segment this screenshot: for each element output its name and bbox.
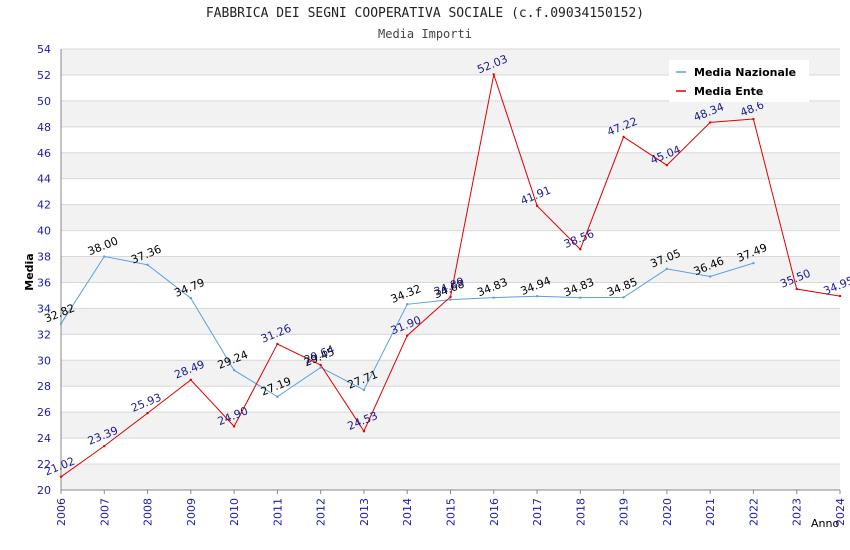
- x-tick-label: 2011: [271, 498, 284, 526]
- x-tick-label: 2016: [488, 498, 501, 526]
- x-tick-label: 2020: [661, 498, 674, 526]
- legend-box: [669, 60, 809, 102]
- grid-band: [61, 412, 840, 439]
- data-point: [103, 255, 106, 258]
- chart-subtitle: Media Importi: [378, 27, 472, 41]
- data-point: [319, 366, 322, 369]
- y-tick-label: 50: [37, 95, 51, 108]
- x-tick-label: 2006: [55, 498, 68, 526]
- y-tick-label: 24: [37, 432, 51, 445]
- data-point: [146, 263, 149, 267]
- data-point: [59, 475, 63, 478]
- x-tick-label: 2015: [445, 498, 458, 526]
- data-point: [406, 303, 409, 306]
- data-point: [189, 378, 193, 382]
- data-point: [276, 395, 279, 398]
- data-point: [708, 275, 712, 278]
- y-tick-label: 20: [37, 484, 51, 497]
- data-label: 25.93: [129, 391, 163, 415]
- grid-band: [61, 100, 840, 127]
- x-tick-label: 2012: [315, 498, 328, 526]
- y-tick-label: 30: [37, 354, 51, 367]
- y-tick-label: 40: [37, 225, 51, 238]
- y-tick-label: 36: [37, 276, 51, 289]
- data-point: [449, 295, 452, 299]
- legend: Media Nazionale Media Ente: [669, 60, 809, 102]
- data-point: [59, 322, 63, 325]
- y-tick-label: 22: [37, 458, 51, 471]
- x-tick-label: 2021: [704, 498, 717, 526]
- data-point: [838, 294, 842, 298]
- x-tick-label: 2008: [142, 498, 155, 526]
- x-tick-label: 2013: [358, 498, 371, 526]
- x-tick-label: 2007: [98, 498, 111, 526]
- x-tick-label: 2017: [531, 498, 544, 526]
- data-point: [622, 296, 625, 299]
- data-point: [579, 248, 582, 251]
- x-axis-label: Anno: [811, 517, 839, 530]
- data-point: [276, 342, 279, 346]
- legend-label: Media Ente: [694, 85, 763, 98]
- y-axis-label: Media: [23, 253, 36, 290]
- y-tick-label: 52: [37, 69, 51, 82]
- y-tick-label: 26: [37, 406, 51, 419]
- data-point: [146, 411, 149, 415]
- x-tick-label: 2018: [574, 498, 587, 526]
- y-tick-label: 46: [37, 147, 51, 160]
- y-tick-label: 42: [37, 199, 51, 212]
- data-point: [579, 296, 582, 299]
- chart-title: FABBRICA DEI SEGNI COOPERATIVA SOCIALE (…: [205, 6, 645, 21]
- data-point: [622, 135, 625, 139]
- y-tick-label: 34: [37, 302, 51, 315]
- data-point: [232, 368, 236, 372]
- legend-label: Media Nazionale: [694, 66, 796, 79]
- data-point: [492, 296, 495, 299]
- grid-band: [61, 464, 840, 490]
- data-point: [319, 363, 322, 367]
- data-point: [752, 261, 755, 265]
- data-label: 41.91: [519, 184, 553, 208]
- y-tick-label: 44: [37, 173, 51, 186]
- data-point: [492, 73, 495, 76]
- y-tick-label: 54: [37, 43, 51, 56]
- y-tick-label: 38: [37, 251, 51, 264]
- data-point: [665, 267, 669, 271]
- data-label: 34.32: [389, 282, 423, 306]
- data-point: [795, 287, 798, 291]
- y-tick-label: 28: [37, 380, 51, 393]
- y-tick-label: 32: [37, 328, 51, 341]
- grid-band: [61, 152, 840, 179]
- grid-band: [61, 204, 840, 231]
- x-tick-label: 2023: [791, 498, 804, 526]
- data-point: [406, 334, 409, 337]
- x-tick-label: 2010: [228, 498, 241, 526]
- data-point: [449, 298, 452, 301]
- data-label: 38.00: [86, 234, 120, 258]
- x-tick-label: 2014: [401, 498, 414, 526]
- data-point: [708, 121, 712, 124]
- x-tick-label: 2024: [834, 498, 847, 526]
- data-point: [189, 296, 193, 300]
- grid-band: [61, 308, 840, 335]
- data-point: [665, 164, 669, 167]
- y-tick-label: 48: [37, 121, 51, 134]
- data-point: [362, 388, 366, 392]
- grid-band: [61, 360, 840, 387]
- data-point: [752, 117, 755, 121]
- data-point: [362, 430, 366, 433]
- data-point: [535, 295, 539, 298]
- x-tick-label: 2019: [618, 498, 631, 526]
- data-point: [232, 425, 236, 428]
- x-tick-label: 2022: [747, 498, 760, 526]
- grid-band: [61, 256, 840, 283]
- x-tick-label: 2009: [185, 498, 198, 526]
- data-point: [535, 204, 539, 208]
- data-point: [103, 444, 106, 448]
